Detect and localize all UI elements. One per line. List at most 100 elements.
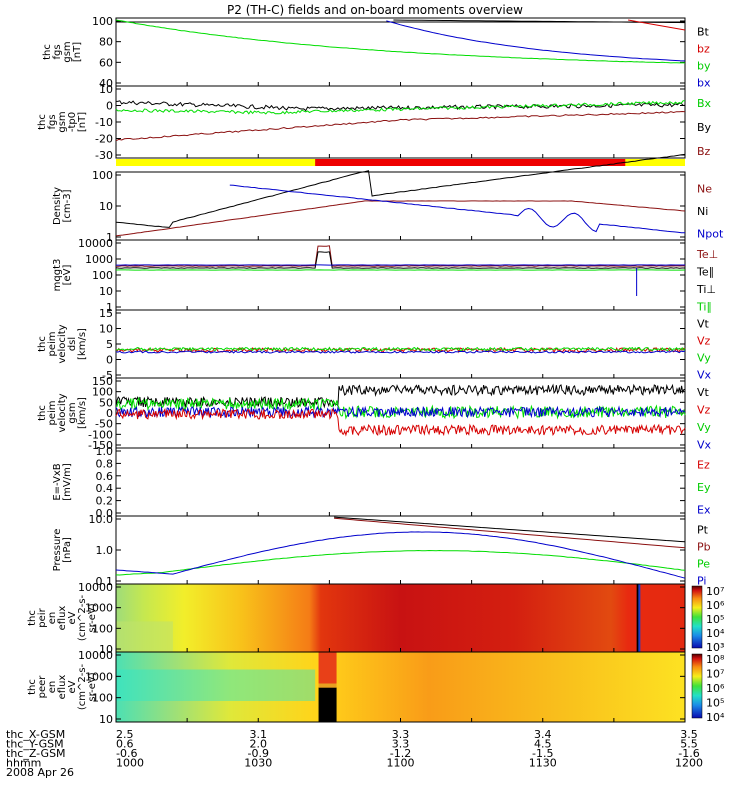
ylabel-line: eflux [57,675,68,700]
colorbar-label: 10⁶ [706,599,725,612]
ytick-label: 1000 [85,253,113,266]
heatmap-lowband [116,621,173,652]
ylabel-line: thc [37,114,48,130]
ylabel-9: thc peir en eflux eV (cm^2-s-sr-eV) [27,594,98,641]
xaxis-value: 1200 [675,757,703,770]
ylabel-6: thc peim velocity gsm [km/s] [37,393,88,432]
ylabel-line: gsm [62,41,73,62]
ytick-label: -5 [102,369,113,382]
heatmap-10 [116,652,685,722]
xaxis-value: -1.5 [532,747,553,760]
xaxis-value: -0.6 [116,747,137,760]
ytick-label: 10 [99,323,113,336]
ylabel-line: -tp0 [67,112,78,132]
xaxis-value: 3.1 [250,728,268,741]
panel-frame [115,309,686,379]
ylabel-line: gsm [67,402,78,423]
ylabel-line: fgs [47,114,58,129]
legend-pi: Pi [697,575,706,588]
legend-vt: Vt [697,318,710,331]
xaxis-value: 0.6 [116,738,134,751]
ylabel-line: dsl [67,337,78,351]
ylabel-line: (cm^2-s- [77,663,88,710]
ytick-label: 15 [99,307,113,320]
ytick-label: 0.2 [96,495,114,508]
colorbar-label: 10⁶ [706,682,725,695]
ytick-label: 5 [106,338,113,351]
heatmap-burst [318,652,337,684]
ytick-label: 1 [106,301,113,314]
ylabel-4: mqgt3 [eV] [52,259,73,292]
xaxis-value: 5.5 [680,738,698,751]
trace-Tepar [115,251,685,269]
ylabel-line: [nPa] [62,537,73,563]
ylabel-line: thc [42,44,53,60]
ylabel-line: E=-VxB [52,463,63,500]
ytick-label: 0.4 [96,482,114,495]
ytick-label: 60 [99,56,113,69]
ylabel-line: peim [47,331,58,356]
ylabel-line: sr-eV) [87,603,98,632]
ytick-label: 40 [99,77,113,90]
legend-by: by [697,60,711,73]
colorbar-label: 10⁴ [706,711,725,724]
colorbar-label: 10³ [706,641,724,654]
legend-pe: Pe [697,558,710,571]
ylabel-line: thc [37,405,48,421]
ylabel-5: thc peim velocity dsl [km/s] [37,324,88,363]
legend-bx: bx [697,77,711,90]
ylabel-7: E=-VxB [mV/m] [52,463,73,501]
ytick-label: 50 [99,396,113,409]
legend-vz: Vz [697,335,711,348]
legend-pt: Pt [697,524,709,537]
ylabel-line: velocity [57,324,68,363]
xaxis-value: 2.0 [250,738,268,751]
ytick-label: 1000 [85,670,113,683]
ytick-label: 10 [99,200,113,213]
legend-bz: bz [697,43,710,56]
ytick-label: 10 [99,83,113,96]
legend-bz: Bz [697,145,711,158]
trace-Pt [334,516,686,543]
trace-Pb [334,517,686,549]
ylabel-1: thc fgs gsm [nT] [42,41,83,62]
colorbar-label: 10⁵ [706,613,724,626]
xaxis-value: 3.3 [392,728,410,741]
trace-bz [628,19,686,31]
xaxis-value: 1000 [116,757,144,770]
ylabel-line: [km/s] [77,328,88,360]
ylabel-line: eV [67,680,78,693]
ytick-label: 150 [92,375,113,388]
legend-npot: Npot [697,228,724,241]
trace-Bx2 [115,100,685,115]
ylabel-line: peir [37,607,48,627]
trace-Pe [115,549,686,576]
xaxis-value: -0.9 [248,747,269,760]
panel-8: Pt Pb Pe Pi 10.0 1.0 0.1 Pressure [nPa] [52,513,711,588]
ylabel-line: gsm [57,111,68,132]
ylabel-line: en [47,612,58,625]
legend-by: By [697,121,712,134]
ytick-label: 80 [99,36,113,49]
ylabel-line: Density [52,187,63,225]
ylabel-line: velocity [57,393,68,432]
ytick-label: 100 [92,15,113,28]
panel-2: Bx By Bz 10 0 -10 -20 -30 thc fgs gsm -tp0 [nT] [37,83,712,162]
ytick-label: 100 [92,692,113,705]
ylabel-line: thc [27,679,38,695]
ylabel-line: [nT] [77,112,88,132]
xaxis-value: 3.3 [392,738,410,751]
ytick-label: 1.0 [96,544,114,557]
colorbar-9 [691,585,703,649]
ytick-label: -10 [95,116,113,129]
ylabel-line: [km/s] [77,397,88,429]
ytick-label: 10 [99,643,113,656]
figure-title: P2 (TH-C) fields and on-board moments ov… [227,3,523,17]
ytick-label: 10 [99,285,113,298]
heatmap-band [318,683,337,688]
ylabel-line: eflux [57,606,68,631]
trace-Vt-gsm [115,383,685,409]
panel-frame [115,515,686,585]
